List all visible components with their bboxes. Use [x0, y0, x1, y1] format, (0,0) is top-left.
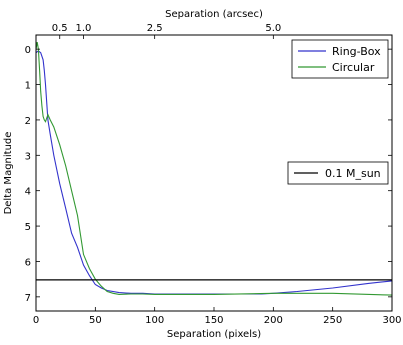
legend-label-mass: 0.1 M_sun	[325, 167, 381, 180]
top-tick-label: 1.0	[76, 23, 92, 34]
legend-mass-box	[287, 161, 389, 185]
top-tick-label: 5.0	[265, 23, 281, 34]
x-tick-label: 0	[33, 315, 39, 326]
y-tick-label: 4	[25, 187, 31, 198]
y-tick-label: 7	[25, 293, 31, 304]
legend-label-ring-box: Ring-Box	[332, 45, 381, 58]
x-tick-label: 200	[264, 315, 283, 326]
series-layer	[35, 42, 393, 296]
y-tick-label: 2	[25, 116, 31, 127]
y-tick-label: 3	[25, 151, 31, 162]
x-tick-label: 150	[204, 315, 223, 326]
y-tick-label: 6	[25, 257, 31, 268]
top-tick-label: 2.5	[147, 23, 163, 34]
legend-label-circular: Circular	[332, 61, 375, 74]
legend-series-box	[291, 39, 389, 79]
x-tick-label: 250	[323, 315, 342, 326]
x-tick-label: 50	[89, 315, 102, 326]
y-axis-title: Delta Magnitude	[3, 132, 14, 215]
x-axis-title: Separation (pixels)	[167, 329, 261, 340]
x-tick-label: 300	[382, 315, 401, 326]
top-tick-label: 0.5	[52, 23, 68, 34]
top-axis-title: Separation (arcsec)	[165, 9, 263, 20]
legend-series: Ring-Box Circular	[291, 39, 389, 79]
legend-mass: 0.1 M_sun	[287, 161, 389, 185]
y-tick-label: 0	[25, 45, 31, 56]
tick-layer: 0 50 100 150 200 250 300 0 1 2 3 4 5 6 7 0.5 1.0 2.5 5.0	[25, 23, 402, 326]
y-tick-label: 1	[25, 81, 31, 92]
series-line-circular	[35, 42, 393, 296]
x-tick-label: 100	[145, 315, 164, 326]
y-tick-label: 5	[25, 222, 31, 233]
